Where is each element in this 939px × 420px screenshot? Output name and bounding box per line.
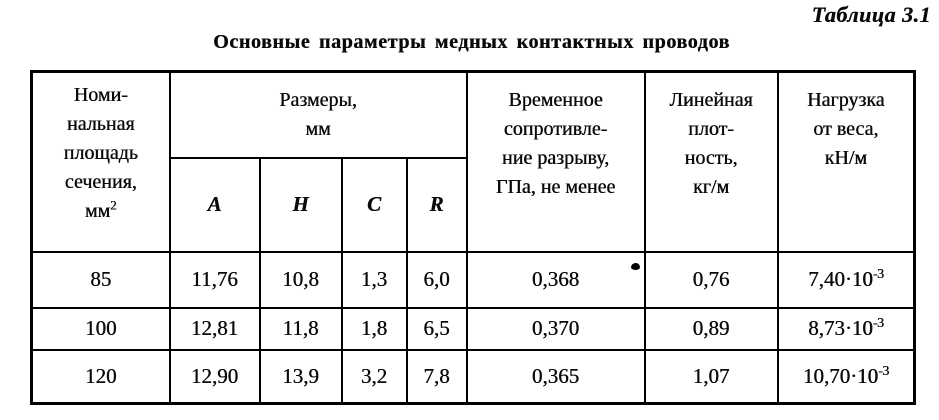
table-row: 85 11,76 10,8 1,3 6,0 0,368 0,76 7,40·10…	[30, 250, 916, 309]
cell-strength: 0,370	[465, 306, 646, 351]
cell-load: 8,73·10-3	[776, 306, 916, 351]
page-title: Основные параметры медных контактных про…	[213, 31, 730, 53]
cell-dim-c: 1,8	[340, 306, 408, 351]
cell-dim-c: 3,2	[340, 348, 408, 405]
header-dim-r: R	[405, 156, 468, 253]
header-dim-c: C	[340, 156, 408, 253]
header-nominal-area-sup: 2	[110, 197, 117, 213]
header-dim-h: H	[258, 156, 343, 253]
cell-density: 0,89	[643, 306, 779, 351]
cell-strength: 0,365	[465, 348, 646, 405]
header-linear-density: Линейная плот- ность, кг/м	[643, 70, 779, 253]
cell-density: 0,76	[643, 250, 779, 309]
cell-area: 85	[30, 250, 171, 309]
ink-spot-artifact	[630, 262, 640, 270]
table-number-label: Таблица 3.1	[811, 2, 931, 27]
cell-area: 100	[30, 306, 171, 351]
cell-load: 10,70·10-3	[776, 348, 916, 405]
cell-dim-a: 12,81	[168, 306, 261, 351]
header-dim-a: A	[168, 156, 261, 253]
cell-dim-r: 6,0	[405, 250, 468, 309]
cell-dim-c: 1,3	[340, 250, 408, 309]
header-row-dim-symbols: A H C R	[32, 156, 915, 253]
header-nominal-area-text: Номи- нальная площадь сечения, мм	[63, 84, 138, 222]
cell-dim-r: 7,8	[405, 348, 468, 405]
header-nominal-area: Номи- нальная площадь сечения, мм2	[30, 70, 171, 253]
cell-area: 120	[30, 348, 171, 405]
copper-wire-parameters-table: Номи- нальная площадь сечения, мм2 Разме…	[30, 70, 917, 405]
cell-dim-a: 12,90	[168, 348, 261, 405]
cell-dim-h: 10,8	[258, 250, 343, 309]
cell-dim-r: 6,5	[405, 306, 468, 351]
header-dimensions: Размеры, мм	[168, 70, 468, 159]
cell-dim-h: 13,9	[258, 348, 343, 405]
table-row: 100 12,81 11,8 1,8 6,5 0,370 0,89 8,73·1…	[30, 306, 916, 351]
cell-density: 1,07	[643, 348, 779, 405]
header-row-top: Номи- нальная площадь сечения, мм2 Разме…	[30, 70, 916, 253]
table-row: 120 12,90 13,9 3,2 7,8 0,365 1,07 10,70·…	[30, 348, 916, 405]
cell-load: 7,40·10-3	[776, 250, 916, 309]
cell-strength: 0,368	[465, 250, 646, 309]
header-tensile-strength: Временное сопротивле- ние разрыву, ГПа, …	[465, 70, 646, 253]
cell-dim-h: 11,8	[258, 306, 343, 351]
cell-dim-a: 11,76	[168, 250, 261, 309]
header-weight-load: Нагрузка от веса, кН/м	[776, 70, 916, 253]
